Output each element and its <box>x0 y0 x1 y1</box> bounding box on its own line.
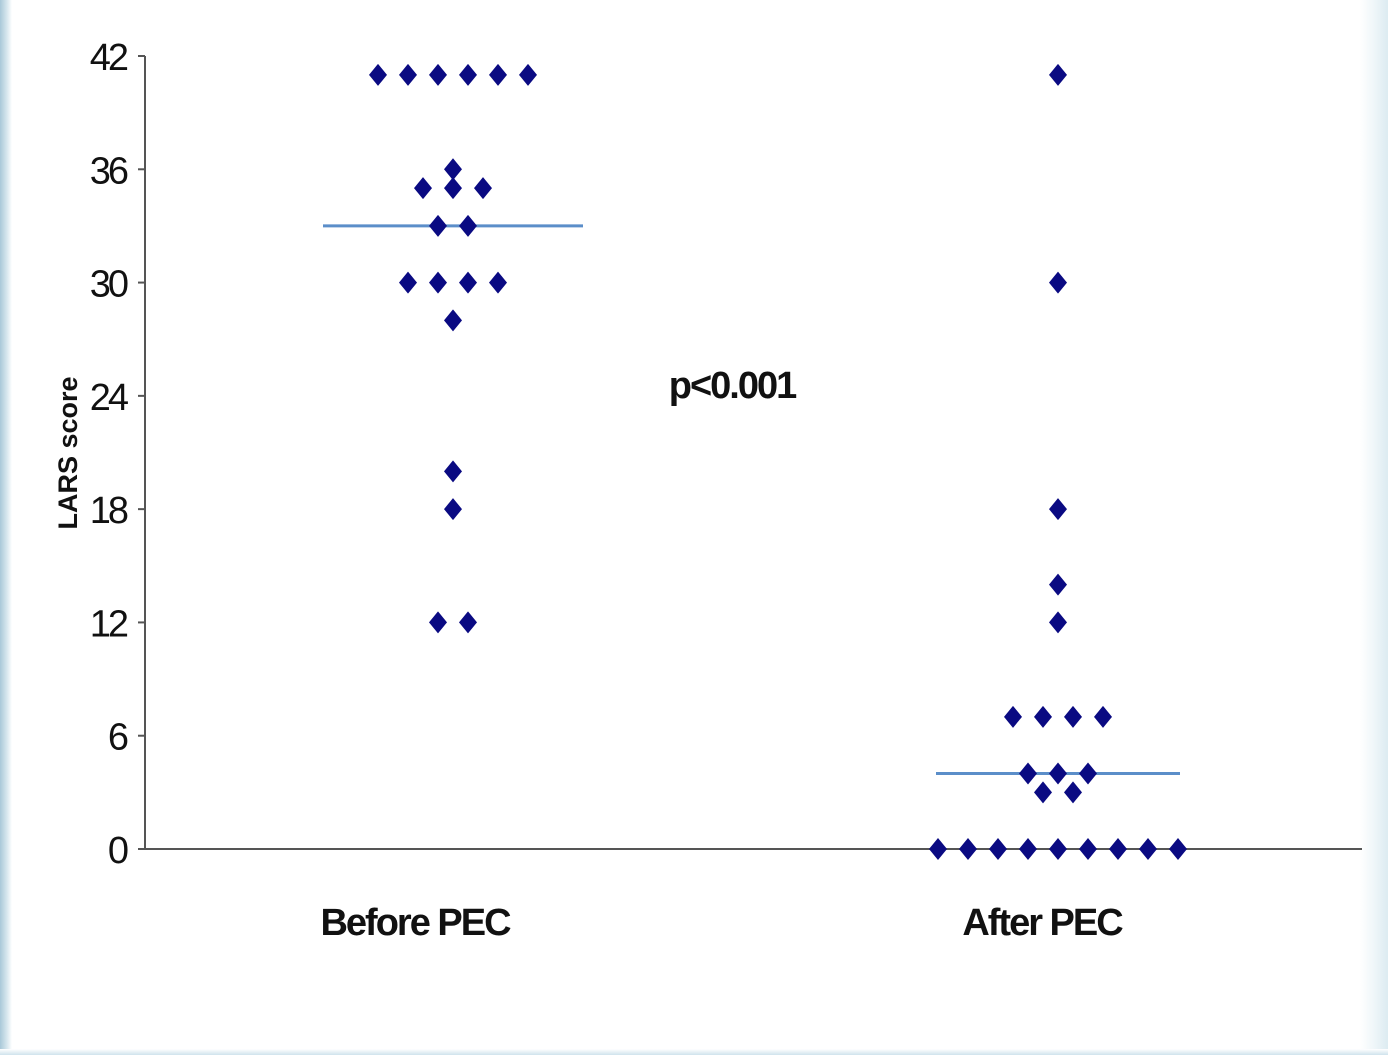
data-point <box>1064 781 1082 804</box>
data-point <box>459 611 477 634</box>
bottom-edge-decoration <box>0 1049 1388 1055</box>
right-edge-decoration <box>1360 0 1388 1055</box>
data-point <box>1019 838 1037 860</box>
y-tick-label: 6 <box>108 717 128 759</box>
data-point <box>1049 573 1067 596</box>
data-point <box>1064 705 1082 728</box>
data-point <box>429 271 447 294</box>
y-tick-label: 24 <box>90 377 129 419</box>
data-point <box>1049 762 1067 785</box>
y-tick-label: 18 <box>90 490 128 532</box>
data-point <box>474 177 492 200</box>
data-point <box>989 838 1007 860</box>
data-point <box>399 63 417 86</box>
y-tick-label: 12 <box>90 603 128 645</box>
data-point <box>444 309 462 332</box>
data-point <box>1049 63 1067 86</box>
data-point <box>369 63 387 86</box>
data-point <box>444 498 462 521</box>
x-category-label: Before PEC <box>320 902 511 944</box>
data-point <box>489 63 507 86</box>
data-point <box>1004 705 1022 728</box>
data-point <box>489 271 507 294</box>
data-point <box>459 63 477 86</box>
data-point <box>929 838 947 860</box>
data-point <box>444 177 462 200</box>
data-point <box>1079 838 1097 860</box>
data-point <box>1169 838 1187 860</box>
data-point <box>459 214 477 237</box>
data-point <box>1109 838 1127 860</box>
data-point <box>1049 838 1067 860</box>
data-point <box>459 271 477 294</box>
data-point <box>1094 705 1112 728</box>
data-point <box>959 838 977 860</box>
data-point <box>1049 271 1067 294</box>
data-point <box>399 271 417 294</box>
x-category-label: After PEC <box>962 902 1123 944</box>
left-edge-decoration <box>0 0 12 1055</box>
data-point <box>444 158 462 181</box>
data-point <box>1139 838 1157 860</box>
y-tick-label: 42 <box>90 37 128 79</box>
data-point <box>429 611 447 634</box>
data-point <box>414 177 432 200</box>
y-tick-label: 36 <box>90 150 128 192</box>
y-tick-label: 30 <box>90 264 128 306</box>
data-point <box>1049 498 1067 521</box>
data-point <box>1079 762 1097 785</box>
p-value-annotation: p<0.001 <box>669 365 797 407</box>
y-tick-label: 0 <box>108 830 128 872</box>
data-point <box>429 214 447 237</box>
data-point <box>1034 705 1052 728</box>
data-point <box>429 63 447 86</box>
data-point <box>519 63 537 86</box>
data-point <box>1034 781 1052 804</box>
data-point <box>1019 762 1037 785</box>
data-point <box>444 460 462 483</box>
data-point <box>1049 611 1067 634</box>
y-axis-label: LARS score <box>53 376 83 529</box>
